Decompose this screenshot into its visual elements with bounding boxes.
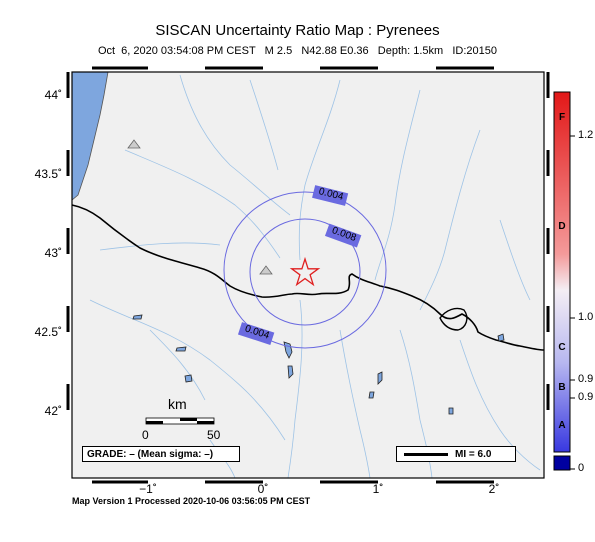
scale-bar bbox=[145, 417, 215, 425]
lon-label-minus1: −1˚ bbox=[139, 482, 157, 496]
lakes bbox=[132, 314, 505, 415]
event-subtitle: Oct 6, 2020 03:54:08 PM CEST M 2.5 N42.8… bbox=[97, 45, 498, 57]
lon-label-1: 1˚ bbox=[372, 482, 384, 496]
lat-label-43-5: 43.5˚ bbox=[34, 167, 62, 181]
lat-label-42-5: 42.5˚ bbox=[34, 325, 62, 339]
colorbar-value-2: 1.0 bbox=[578, 311, 594, 323]
mi-bar bbox=[404, 453, 448, 456]
ocean-area bbox=[71, 71, 109, 201]
station-triangle-icon bbox=[127, 139, 141, 149]
colorbar-value-4: 0.9 bbox=[578, 391, 594, 403]
border-loop bbox=[439, 307, 468, 331]
scale-start-label: 0 bbox=[142, 428, 149, 442]
border-line bbox=[71, 204, 545, 351]
frame-ticks bbox=[66, 66, 550, 484]
processing-footer: Map Version 1 Processed 2020-10-06 03:56… bbox=[72, 496, 311, 506]
mi-text: MI = 6.0 bbox=[455, 449, 492, 460]
map-title: SISCAN Uncertainty Ratio Map : Pyrenees bbox=[155, 22, 440, 39]
uncertainty-contours bbox=[223, 191, 387, 349]
colorbar-value-3: 0.9 bbox=[578, 373, 594, 385]
contour-label-2 bbox=[324, 223, 362, 248]
river-network bbox=[89, 74, 541, 479]
station-triangle-icon bbox=[259, 265, 273, 275]
colorbar-letter-c: C bbox=[558, 342, 566, 353]
colorbar-bottom bbox=[553, 455, 571, 471]
lat-label-44: 44˚ bbox=[44, 88, 62, 102]
lat-label-42: 42˚ bbox=[44, 404, 62, 418]
scale-unit-label: km bbox=[168, 396, 187, 412]
colorbar-letter-d: D bbox=[558, 221, 566, 232]
scale-end-label: 50 bbox=[207, 428, 221, 442]
contour-label-1 bbox=[312, 185, 349, 206]
colorbar-value-1: 1.2 bbox=[578, 129, 594, 141]
colorbar bbox=[553, 91, 571, 453]
colorbar-letter-a: A bbox=[558, 420, 566, 431]
colorbar-letter-f: F bbox=[558, 112, 566, 123]
map-frame bbox=[71, 71, 545, 479]
colorbar-letter-b: B bbox=[558, 382, 566, 393]
lon-label-0: 0˚ bbox=[257, 482, 269, 496]
mi-legend: MI = 6.0 bbox=[396, 446, 516, 462]
contour-label-3 bbox=[237, 322, 275, 345]
map-background bbox=[72, 72, 544, 478]
colorbar-value-5: 0 bbox=[578, 462, 585, 474]
lat-label-43: 43˚ bbox=[44, 246, 62, 260]
epicenter-star-icon bbox=[289, 256, 321, 287]
grade-box: GRADE: – (Mean sigma: –) bbox=[82, 446, 240, 462]
lon-label-2: 2˚ bbox=[488, 482, 500, 496]
